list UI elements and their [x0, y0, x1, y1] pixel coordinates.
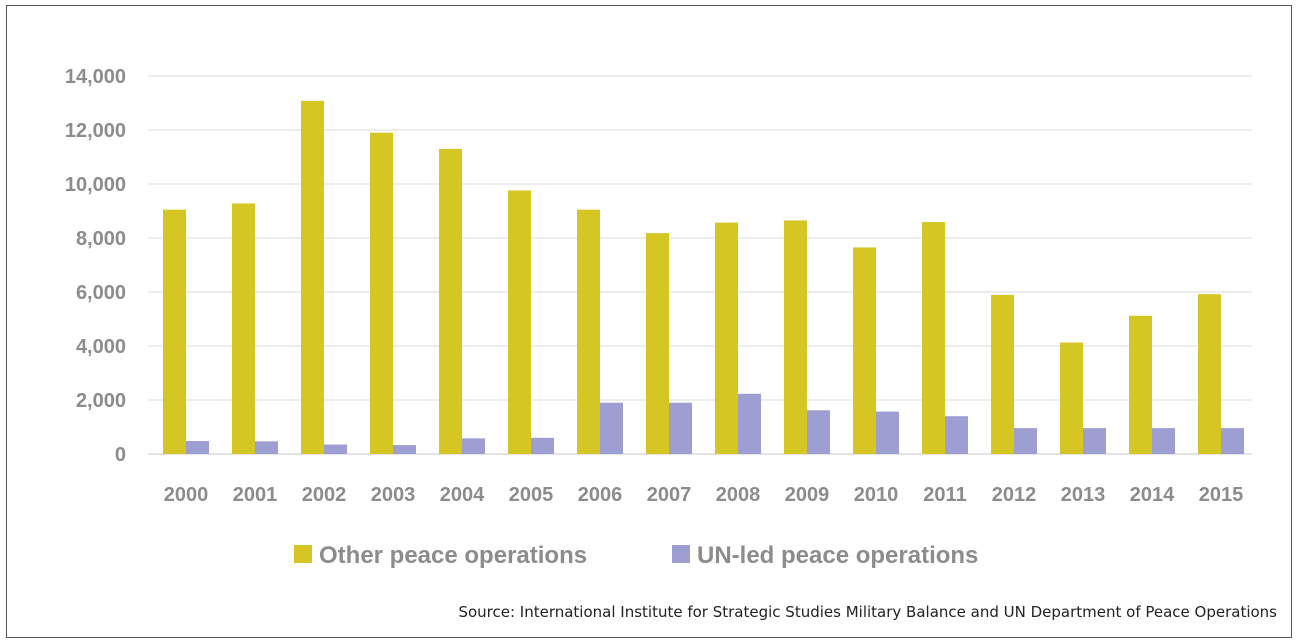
y-axis: 0 2,000 4,000 6,000 8,000 10,000 12,000 14,000: [65, 66, 126, 466]
x-tick-label: 2004: [440, 484, 485, 506]
y-tick-label: 12,000: [65, 120, 126, 142]
bar-other-peace-operations: [577, 209, 600, 454]
bar-un-led-peace-operations: [669, 402, 692, 454]
legend: Other peace operations UN-led peace oper…: [294, 542, 978, 569]
bar-un-led-peace-operations: [393, 445, 416, 454]
bar-un-led-peace-operations: [186, 441, 209, 454]
bar-other-peace-operations: [991, 294, 1014, 454]
bar-un-led-peace-operations: [531, 437, 554, 454]
y-tick-label: 4,000: [76, 336, 126, 358]
bar-other-peace-operations: [646, 233, 669, 454]
bar-un-led-peace-operations: [945, 416, 968, 454]
bar-other-peace-operations: [163, 209, 186, 454]
bar-other-peace-operations: [1129, 315, 1152, 454]
x-tick-label: 2012: [992, 484, 1037, 506]
bar-other-peace-operations: [301, 100, 324, 454]
x-tick-label: 2014: [1130, 484, 1175, 506]
bar-un-led-peace-operations: [738, 393, 761, 454]
bar-un-led-peace-operations: [876, 411, 899, 454]
bar-un-led-peace-operations: [1083, 428, 1106, 454]
bar-other-peace-operations: [1060, 342, 1083, 454]
x-tick-label: 2002: [302, 484, 347, 506]
x-tick-label: 2001: [233, 484, 278, 506]
bar-other-peace-operations: [784, 220, 807, 454]
source-note: Source: International Institute for Stra…: [458, 603, 1277, 621]
bar-un-led-peace-operations: [807, 410, 830, 454]
legend-label-un-led: UN-led peace operations: [697, 542, 978, 569]
bar-other-peace-operations: [370, 132, 393, 454]
bar-un-led-peace-operations: [600, 402, 623, 454]
x-tick-label: 2000: [164, 484, 209, 506]
bar-other-peace-operations: [922, 222, 945, 454]
x-tick-label: 2011: [923, 484, 966, 506]
legend-swatch-other: [294, 545, 312, 563]
bars: [163, 100, 1244, 455]
x-tick-label: 2007: [647, 484, 692, 506]
bar-other-peace-operations: [439, 148, 462, 454]
x-axis: 2000 2001 2002 2003 2004 2005 2006 2007 2008 2009…: [164, 484, 1244, 506]
x-tick-label: 2009: [785, 484, 830, 506]
bar-other-peace-operations: [1198, 294, 1221, 454]
x-tick-label: 2013: [1061, 484, 1106, 506]
y-tick-label: 10,000: [65, 174, 126, 196]
bar-un-led-peace-operations: [255, 441, 278, 454]
x-tick-label: 2003: [371, 484, 416, 506]
bar-un-led-peace-operations: [1221, 428, 1244, 454]
bar-un-led-peace-operations: [462, 438, 485, 454]
bar-un-led-peace-operations: [1152, 428, 1175, 454]
bar-other-peace-operations: [232, 203, 255, 454]
legend-label-other: Other peace operations: [319, 542, 587, 569]
x-tick-label: 2015: [1199, 484, 1244, 506]
y-tick-label: 14,000: [65, 66, 126, 88]
y-tick-label: 2,000: [76, 390, 126, 412]
bar-un-led-peace-operations: [324, 444, 347, 454]
bar-other-peace-operations: [853, 247, 876, 454]
bar-other-peace-operations: [508, 190, 531, 455]
y-tick-label: 6,000: [76, 282, 126, 304]
legend-swatch-un-led: [672, 545, 690, 563]
x-tick-label: 2008: [716, 484, 761, 506]
x-tick-label: 2010: [854, 484, 899, 506]
x-tick-label: 2005: [509, 484, 554, 506]
y-tick-label: 8,000: [76, 228, 126, 250]
y-tick-label: 0: [115, 444, 126, 466]
x-tick-label: 2006: [578, 484, 623, 506]
bar-un-led-peace-operations: [1014, 428, 1037, 454]
bar-other-peace-operations: [715, 222, 738, 454]
